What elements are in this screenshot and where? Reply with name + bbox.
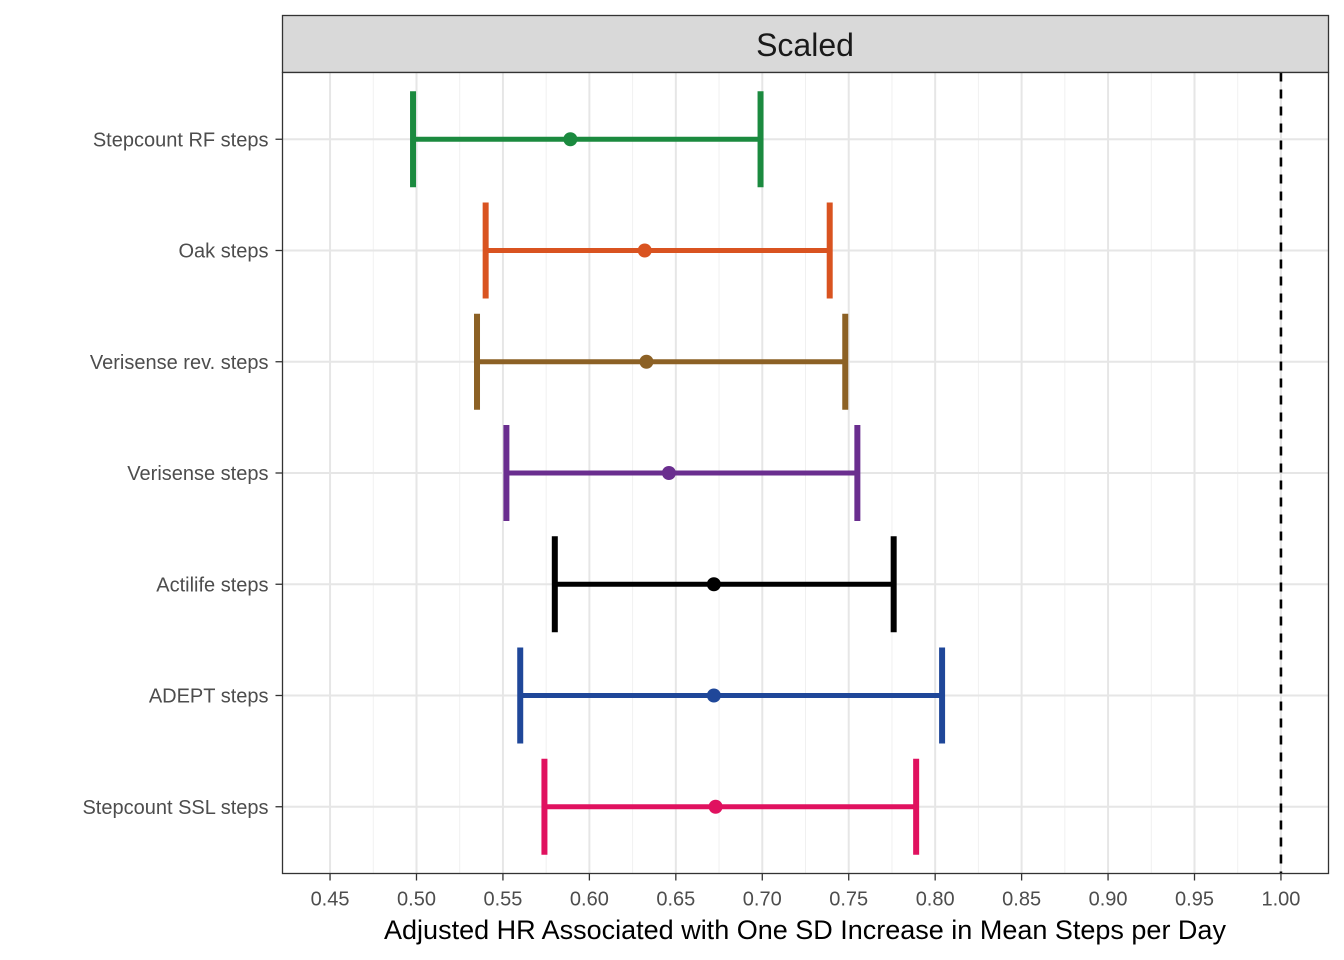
y-tick-label: Actilife steps — [156, 574, 268, 596]
x-tick-label: 0.60 — [570, 889, 609, 911]
x-tick-label: 0.70 — [743, 889, 782, 911]
x-tick-label: 1.00 — [1261, 889, 1300, 911]
y-tick-label: Stepcount RF steps — [93, 129, 269, 151]
y-tick-label: Oak steps — [178, 241, 268, 263]
x-tick-label: 0.45 — [311, 889, 350, 911]
point-estimate — [637, 243, 652, 258]
x-tick-label: 0.75 — [829, 889, 868, 911]
series-oak-steps — [482, 202, 833, 299]
x-tick-label: 0.65 — [656, 889, 695, 911]
y-tick-label: Stepcount SSL steps — [82, 797, 268, 819]
series-actilife-steps — [551, 536, 897, 633]
series-stepcount-rf-steps — [410, 91, 764, 188]
x-axis-title: Adjusted HR Associated with One SD Incre… — [384, 915, 1226, 945]
series-verisense-rev-steps — [474, 313, 849, 410]
y-tick-label: ADEPT steps — [149, 686, 269, 708]
x-tick-label: 0.95 — [1175, 889, 1214, 911]
point-estimate — [706, 688, 721, 703]
facet-label: Scaled — [756, 27, 854, 63]
x-tick-label: 0.50 — [397, 889, 436, 911]
facet-strip — [281, 14, 1330, 74]
series-stepcount-ssl-steps — [541, 758, 920, 855]
point-estimate — [639, 354, 654, 369]
point-estimate — [708, 799, 723, 814]
x-tick-label: 0.80 — [916, 889, 955, 911]
point-estimate — [706, 577, 721, 592]
series-adept-steps — [517, 647, 946, 744]
x-tick-label: 0.55 — [483, 889, 522, 911]
point-estimate — [661, 466, 676, 480]
y-tick-label: Verisense rev. steps — [90, 352, 269, 374]
x-tick-label: 0.90 — [1089, 889, 1128, 911]
y-tick-label: Verisense steps — [127, 463, 268, 485]
point-estimate — [563, 132, 578, 147]
series-verisense-steps — [503, 425, 861, 521]
y-axis: Stepcount RF steps Oak steps Verisense rev… — [82, 129, 283, 819]
x-tick-label: 0.85 — [1002, 889, 1041, 911]
series-layer — [410, 91, 946, 855]
x-axis: 0.45 0.50 0.55 0.60 0.65 0.70 0.75 0.80 0.85 0.90… — [311, 873, 1300, 911]
